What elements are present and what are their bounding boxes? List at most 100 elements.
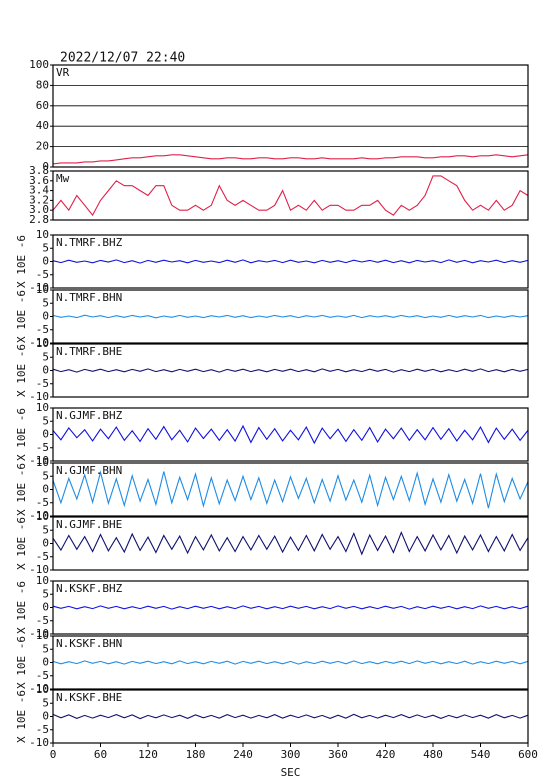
trace-line (52, 713, 529, 720)
y-axis-label: X 10E -6 (15, 235, 28, 288)
y-tick-label: -10 (29, 682, 49, 695)
x-tick-label: 60 (94, 748, 107, 761)
y-axis-label: X 10E -6 (15, 463, 28, 516)
x-tick-label: 180 (186, 748, 206, 761)
y-tick-label: -10 (29, 336, 49, 349)
y-tick-label: -10 (29, 509, 49, 522)
y-tick-label: 40 (36, 119, 49, 132)
y-tick-label: -5 (36, 377, 49, 390)
y-tick-label: 5 (42, 523, 49, 536)
y-tick-label: 5 (42, 642, 49, 655)
panel-frame (52, 516, 529, 571)
y-tick-label: -5 (36, 669, 49, 682)
y-tick-label: 3.6 (29, 174, 49, 187)
y-tick-label: 0 (42, 656, 49, 669)
y-tick-label: 0 (42, 483, 49, 496)
y-tick-label: 0 (42, 710, 49, 723)
panel-label: N.TMRF.BHN (56, 291, 122, 304)
x-axis-label: SEC (281, 766, 301, 779)
y-tick-label: -10 (29, 736, 49, 749)
trace-line (52, 424, 529, 445)
y-tick-label: 10 (36, 629, 49, 642)
y-tick-label: 10 (36, 401, 49, 414)
y-tick-label: 0 (42, 364, 49, 377)
y-tick-label: 0 (42, 537, 49, 550)
y-tick-label: 10 (36, 510, 49, 523)
y-tick-label: 0 (42, 428, 49, 441)
y-tick-label: 0 (42, 601, 49, 614)
y-tick-label: 0 (42, 310, 49, 323)
y-tick-label: 10 (36, 228, 49, 241)
panel-frame (52, 343, 529, 398)
x-tick-label: 0 (50, 748, 57, 761)
x-tick-label: 300 (281, 748, 301, 761)
y-tick-label: 10 (36, 337, 49, 350)
panel-label: N.KSKF.BHE (56, 691, 122, 704)
y-tick-label: -5 (36, 441, 49, 454)
trace-line (52, 530, 529, 556)
trace-line (52, 470, 529, 509)
y-tick-label: -10 (29, 281, 49, 294)
panel-frame (52, 234, 529, 289)
panel-label: VR (56, 66, 70, 79)
trace-line (52, 605, 529, 610)
y-tick-label: 80 (36, 78, 49, 91)
y-tick-label: 5 (42, 414, 49, 427)
y-tick-label: 5 (42, 587, 49, 600)
y-tick-label: -5 (36, 614, 49, 627)
x-tick-label: 600 (518, 748, 538, 761)
trace-line (52, 660, 529, 665)
trace-line (52, 154, 529, 165)
panel-frame (52, 689, 529, 744)
panel-frame (52, 580, 529, 635)
panel-label: N.TMRF.BHZ (56, 236, 123, 249)
x-tick-label: 480 (423, 748, 443, 761)
y-tick-label: 5 (42, 469, 49, 482)
y-tick-label: -5 (36, 268, 49, 281)
panel-label: N.GJMF.BHN (56, 464, 122, 477)
y-tick-label: 60 (36, 99, 49, 112)
y-tick-label: -5 (36, 323, 49, 336)
trace-line (52, 368, 529, 373)
y-tick-label: 3.0 (29, 203, 49, 216)
y-tick-label: 10 (36, 456, 49, 469)
y-axis-label: X 10E -6 (15, 290, 28, 343)
panel-label: Mw (56, 172, 70, 185)
y-tick-label: 100 (29, 58, 49, 71)
y-tick-label: -10 (29, 627, 49, 640)
y-tick-label: 3.8 (29, 164, 49, 177)
panel-frame (52, 462, 529, 517)
y-tick-label: -5 (36, 550, 49, 563)
x-tick-label: 360 (328, 748, 348, 761)
y-tick-label: 2.8 (29, 213, 49, 226)
panel-label: N.KSKF.BHN (56, 637, 122, 650)
y-axis-label: X 10E -6 (15, 344, 28, 397)
y-axis-label: X 10E -6 (15, 517, 28, 570)
y-axis-label: X 10E -6 (15, 690, 28, 743)
y-axis-label: X 10E -6 (15, 636, 28, 689)
y-axis-label: X 10E -6 (15, 581, 28, 634)
y-tick-label: 0 (42, 160, 49, 173)
panel-label: N.GJMF.BHZ (56, 409, 123, 422)
panel-label: N.GJMF.BHE (56, 518, 122, 531)
trace-line (52, 259, 529, 264)
y-tick-label: 3.4 (29, 184, 49, 197)
y-tick-label: 3.2 (29, 193, 49, 206)
trace-line (52, 175, 529, 217)
y-axis-label: X 10E -6 (15, 408, 28, 461)
y-tick-label: 0 (42, 255, 49, 268)
y-tick-label: 20 (36, 140, 49, 153)
panel-frame (52, 289, 529, 344)
x-tick-label: 540 (471, 748, 491, 761)
y-tick-label: 10 (36, 683, 49, 696)
y-tick-label: 5 (42, 696, 49, 709)
y-tick-label: 10 (36, 283, 49, 296)
y-tick-label: -5 (36, 723, 49, 736)
panel-frame (52, 170, 529, 221)
trace-line (52, 314, 529, 319)
x-tick-label: 240 (233, 748, 253, 761)
panel-frame (52, 64, 529, 168)
y-tick-label: 5 (42, 350, 49, 363)
x-tick-label: 420 (376, 748, 396, 761)
